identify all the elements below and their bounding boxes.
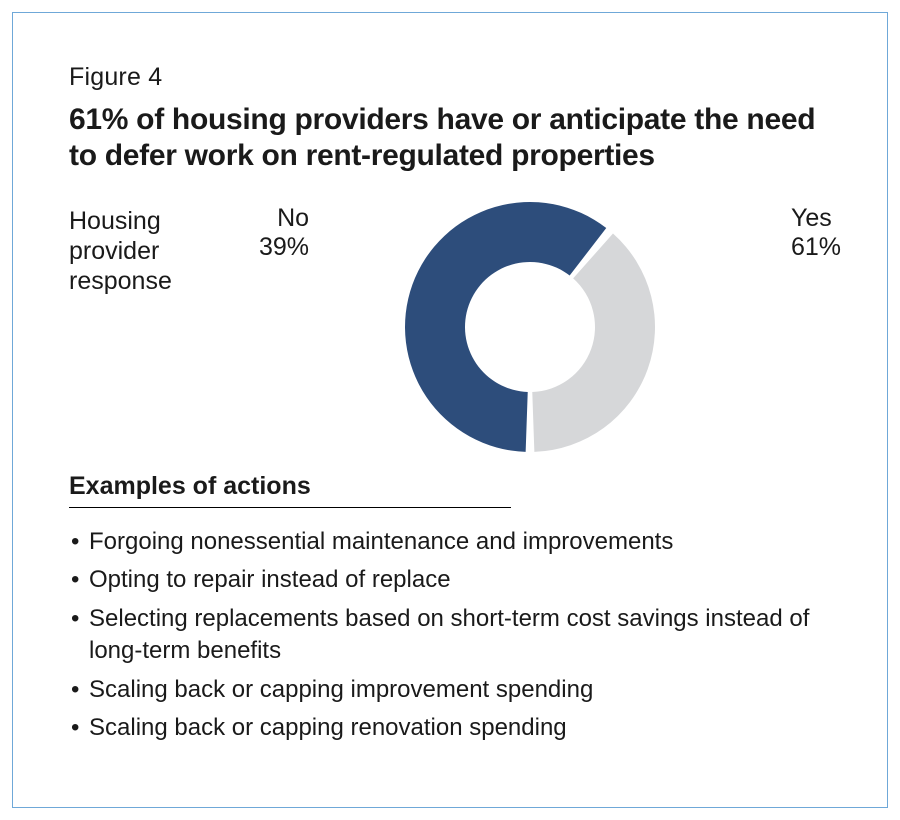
examples-heading: Examples of actions bbox=[69, 472, 831, 507]
example-item: Selecting replacements based on short-te… bbox=[69, 603, 831, 668]
example-item: Scaling back or capping renovation spend… bbox=[69, 712, 831, 744]
slice-no-name: No bbox=[259, 204, 309, 233]
examples-list: Forgoing nonessential maintenance and im… bbox=[69, 526, 831, 744]
example-item: Forgoing nonessential maintenance and im… bbox=[69, 526, 831, 558]
figure-frame: Figure 4 61% of housing providers have o… bbox=[12, 12, 888, 808]
figure-number: Figure 4 bbox=[69, 63, 831, 92]
donut-svg bbox=[405, 202, 655, 452]
chart-caption: Housing provider response bbox=[69, 202, 209, 296]
example-item: Opting to repair instead of replace bbox=[69, 564, 831, 596]
slice-label-no: No 39% bbox=[259, 204, 309, 262]
slice-yes-name: Yes bbox=[791, 204, 841, 233]
donut-chart: No 39% Yes 61% bbox=[229, 202, 831, 452]
chart-row: Housing provider response No 39% Yes 61% bbox=[69, 202, 831, 452]
example-item: Scaling back or capping improvement spen… bbox=[69, 674, 831, 706]
slice-label-yes: Yes 61% bbox=[791, 204, 841, 262]
examples-rule bbox=[69, 507, 511, 508]
slice-yes-pct: 61% bbox=[791, 233, 841, 262]
donut-slice-no bbox=[532, 234, 655, 452]
figure-title: 61% of housing providers have or anticip… bbox=[69, 102, 831, 174]
slice-no-pct: 39% bbox=[259, 233, 309, 262]
